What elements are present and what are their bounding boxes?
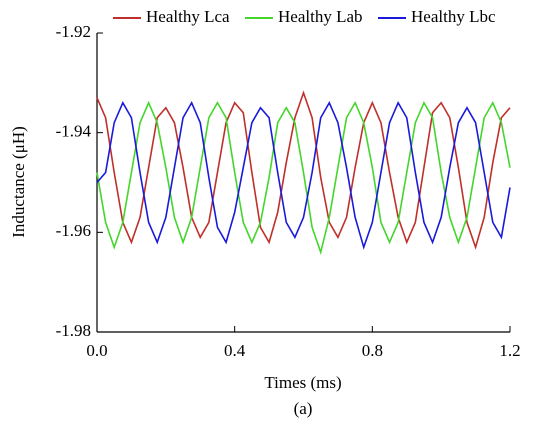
- x-axis-label: Times (ms): [264, 373, 341, 392]
- series-line: [96, 100, 511, 250]
- legend-label: Healthy Lbc: [411, 7, 496, 26]
- y-tick-label: -1.92: [56, 22, 91, 41]
- y-tick-label: -1.98: [56, 321, 91, 340]
- legend-label: Healthy Lca: [146, 7, 230, 26]
- x-tick-label: 0.0: [86, 341, 107, 360]
- legend-label: Healthy Lab: [278, 7, 363, 26]
- caption: (a): [294, 399, 313, 418]
- y-tick-label: -1.94: [56, 122, 92, 141]
- x-tick-label: 1.2: [499, 341, 520, 360]
- x-tick-label: 0.4: [224, 341, 246, 360]
- series-line: [96, 90, 511, 250]
- y-tick-label: -1.96: [56, 221, 91, 240]
- series-line: [96, 100, 511, 256]
- x-tick-label: 0.8: [362, 341, 383, 360]
- y-axis-label: Inductance (μH): [9, 126, 28, 238]
